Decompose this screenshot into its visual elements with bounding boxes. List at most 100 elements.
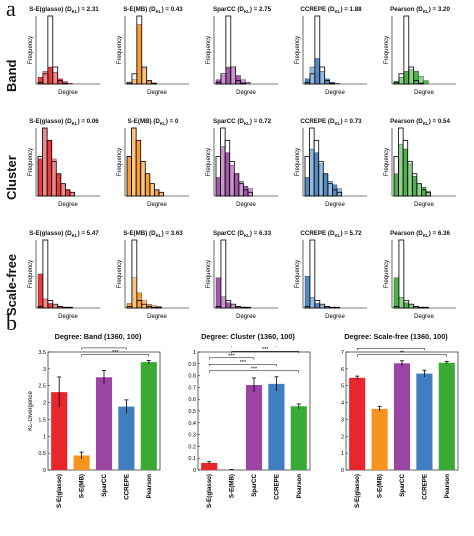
x-axis-label: Degree: [236, 90, 256, 96]
y-tick-label: 0.9: [188, 362, 196, 368]
bar-chart-plot: 0 0.1 0.2 0.3 0.4 0.5 0.6 0.7 0.8 0.9 1 S-E(glasso)…: [188, 346, 311, 508]
y-tick-label: 1: [193, 350, 196, 356]
observed-bar: [126, 156, 132, 197]
reference-bar: [245, 306, 251, 309]
panel-a-label: a: [6, 0, 16, 21]
category-label: S-E(MB): [229, 474, 236, 498]
observed-bar: [215, 79, 222, 85]
observed-bar: [398, 297, 404, 309]
observed-bar: [318, 163, 324, 197]
category-label: Pearson: [296, 474, 303, 499]
y-tick-label: 0.8: [188, 374, 196, 380]
histogram-title: SparCC (DKL) = 0.72: [212, 118, 272, 127]
x-axis-label: Degree: [147, 90, 167, 96]
observed-bar: [215, 177, 221, 197]
y-tick-label: 6: [341, 367, 344, 373]
x-axis-label: Degree: [147, 202, 167, 208]
histogram-title: S-E(glasso) (DKL) = 2.31: [29, 6, 99, 15]
y-tick-label: 5: [341, 384, 344, 390]
reference-bar: [423, 306, 429, 309]
observed-bar: [131, 277, 137, 309]
observed-bar: [220, 146, 226, 197]
histogram-plot: Degree Frequency: [28, 15, 100, 96]
y-tick-label: 0.6: [188, 397, 196, 403]
y-tick-label: 2.5: [38, 384, 46, 390]
x-axis-label: Degree: [414, 314, 434, 320]
y-axis-label: Frequency: [295, 36, 301, 64]
reference-bar: [131, 239, 138, 309]
significance-bracket: [356, 348, 425, 351]
row-label-cluster: Cluster: [4, 155, 19, 200]
significance-bracket: [208, 364, 277, 367]
y-tick-label: 0.4: [188, 421, 196, 427]
significance-bracket: [356, 354, 448, 357]
category-label: S-E(glasso): [56, 474, 63, 508]
observed-bar: [154, 189, 160, 197]
reference-bar: [146, 80, 153, 85]
histogram-title: S-E(MB) (DKL) = 0: [127, 118, 179, 127]
y-tick-label: 1: [341, 451, 344, 457]
reference-bar: [62, 306, 68, 309]
y-axis-label: Frequency: [117, 36, 123, 64]
y-tick-label: 2: [341, 434, 344, 440]
observed-bar: [309, 66, 315, 85]
y-tick-label: 4: [341, 401, 344, 407]
observed-bar: [334, 83, 340, 85]
histogram-plot: Degree Frequency: [295, 15, 367, 96]
observed-bar: [220, 296, 226, 309]
category-label: CCREPE: [273, 474, 280, 500]
observed-bar: [421, 187, 427, 197]
kl-bar: [290, 406, 307, 470]
reference-bar: [57, 80, 64, 85]
observed-bar: [304, 177, 310, 197]
significance-bracket: [231, 351, 300, 354]
x-axis-label: Degree: [325, 90, 345, 96]
kl-bar: [201, 462, 218, 470]
kl-bar-chart: Degree: Band (1360, 100) 0 0.5 1 1.5 2 2.5 3 3.5…: [28, 332, 168, 532]
observed-bar: [229, 164, 235, 197]
kl-bar: [393, 363, 411, 470]
histogram-title: Pearson (DKL) = 3.20: [390, 6, 450, 15]
histogram-cell: CCREPE (DKL) = 5.72 Degree Frequency: [291, 230, 371, 342]
observed-bar: [319, 71, 325, 85]
reference-bar: [425, 191, 431, 197]
reference-bar: [69, 191, 75, 197]
x-axis-label: Degree: [236, 314, 256, 320]
histogram-plot: Degree Frequency: [206, 15, 278, 96]
observed-bar: [149, 183, 155, 197]
panel-b-label: b: [6, 310, 17, 335]
x-axis-label: Degree: [325, 202, 345, 208]
kl-bar: [349, 377, 366, 470]
observed-bar: [52, 71, 58, 85]
bar-chart-title: Degree: Band (1360, 100): [54, 332, 142, 341]
y-tick-label: 0: [193, 468, 196, 474]
histogram-cell: Pearson (DKL) = 0.54 Degree Frequency: [380, 118, 460, 230]
histogram-title: SparCC (DKL) = 6.33: [212, 230, 272, 239]
y-tick-label: 1.5: [38, 417, 46, 423]
reference-bar: [230, 66, 237, 85]
observed-bar: [398, 77, 404, 85]
observed-bar: [413, 71, 419, 85]
histogram-cell: S-E(MB) (DKL) = 0 Degree Frequency: [113, 118, 193, 230]
y-axis-label: Frequency: [206, 148, 212, 176]
observed-bar: [403, 302, 409, 309]
kl-bar: [268, 383, 285, 470]
observed-bar: [234, 173, 240, 197]
observed-bar: [314, 303, 320, 309]
histogram-plot: Degree Frequency: [295, 127, 367, 208]
significance-label: ***: [262, 347, 269, 353]
category-label: CCREPE: [123, 474, 130, 500]
observed-bar: [393, 173, 399, 197]
histogram-cell: Pearson (DKL) = 6.36 Degree Frequency: [380, 230, 460, 342]
observed-bar: [235, 75, 241, 85]
observed-bar: [332, 184, 338, 197]
observed-bar: [423, 80, 429, 85]
significance-bracket: [81, 354, 150, 357]
histogram-cell: CCREPE (DKL) = 0.73 Degree Frequency: [291, 118, 371, 230]
y-tick-label: 0: [43, 468, 46, 474]
observed-bar: [56, 173, 62, 197]
observed-bar: [136, 24, 142, 85]
observed-bar: [412, 176, 418, 197]
histogram-title: CCREPE (DKL) = 5.72: [300, 230, 362, 239]
histogram-title: CCREPE (DKL) = 1.88: [300, 6, 362, 15]
